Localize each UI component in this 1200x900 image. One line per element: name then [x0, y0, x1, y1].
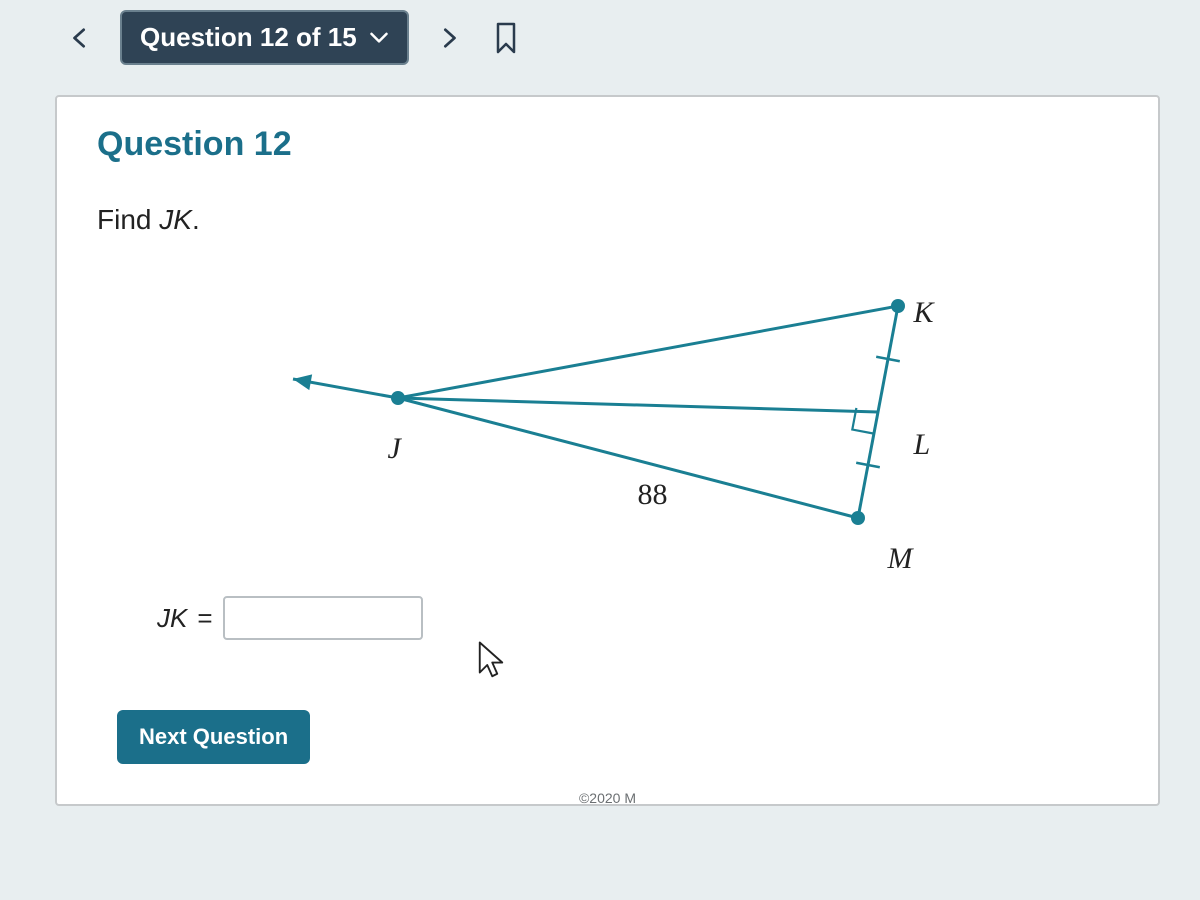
chevron-down-icon [369, 31, 389, 45]
prompt-text-suffix: . [192, 204, 200, 235]
prompt-text-prefix: Find [97, 204, 159, 235]
question-selector-pill[interactable]: Question 12 of 15 [120, 10, 409, 65]
next-question-nav-button[interactable] [429, 18, 469, 58]
question-card: Question 12 Find JK. J K L M 88 JK = Nex… [55, 95, 1160, 806]
next-question-button[interactable]: Next Question [117, 710, 310, 764]
bookmark-icon [494, 22, 518, 54]
point-label-l: L [914, 428, 931, 462]
question-pill-label: Question 12 of 15 [140, 22, 357, 53]
question-title: Question 12 [97, 125, 1118, 164]
question-nav-bar: Question 12 of 15 [0, 0, 1200, 75]
point-label-j: J [388, 432, 401, 466]
answer-row: JK = [157, 596, 1118, 640]
answer-input[interactable] [223, 596, 423, 640]
answer-label-equals: = [197, 603, 212, 634]
copyright-text: ©2020 M [579, 790, 636, 806]
triangle-diagram [198, 256, 1018, 586]
point-label-k: K [914, 296, 934, 330]
answer-label-variable: JK [157, 603, 187, 634]
chevron-left-icon [69, 24, 91, 52]
prev-question-button[interactable] [60, 18, 100, 58]
bookmark-button[interactable] [489, 18, 523, 58]
geometry-figure: J K L M 88 [198, 256, 1018, 586]
prompt-variable: JK [159, 204, 192, 235]
segment-length-label: 88 [638, 478, 668, 512]
point-label-m: M [888, 542, 913, 576]
question-prompt: Find JK. [97, 204, 1118, 236]
chevron-right-icon [438, 24, 460, 52]
